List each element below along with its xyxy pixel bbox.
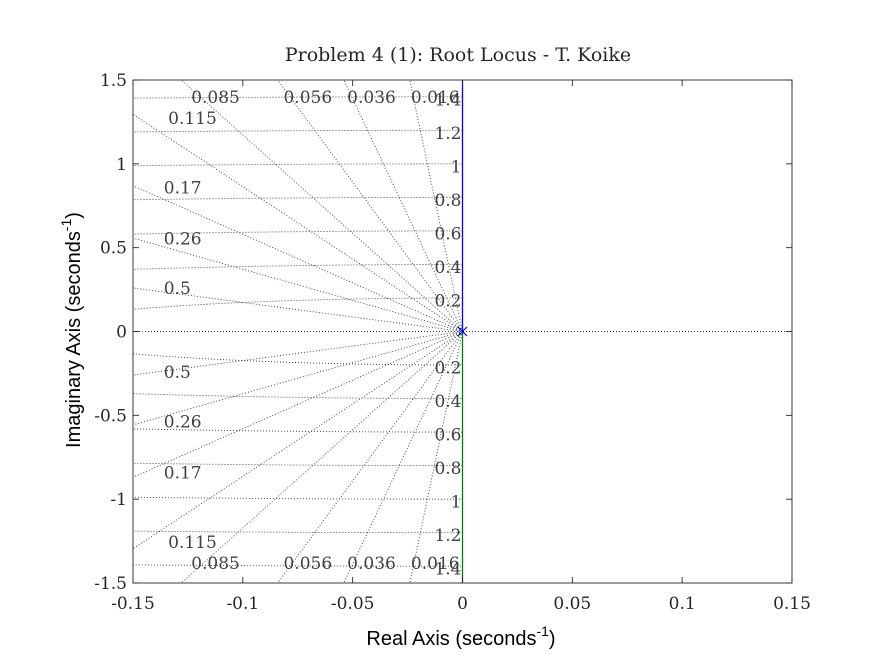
y-axis-label-close: )	[63, 212, 85, 219]
grid-label-damping-0: 0.085	[191, 88, 240, 108]
chart-title: Problem 4 (1): Root Locus - T. Koike	[285, 44, 631, 66]
y-tick-label-3: 0	[116, 323, 127, 343]
ticks: -0.15 -0.1 -0.05 0 0.05 0.1 0.15 -1.5 -1 -0.5 0 0.5…	[94, 71, 811, 614]
grid-damping-ray-0.085-lower	[180, 331, 463, 583]
grid-label-damping-13: 0.056	[283, 554, 332, 574]
grid-damping-ray-0.17-lower	[133, 331, 463, 478]
grid-label-wn-top-1: 1.2	[434, 124, 461, 144]
grid-label-damping-12: 0.085	[191, 554, 240, 574]
y-axis-label-exponent: -1	[58, 219, 74, 232]
y-axis-label-text: Imaginary Axis (seconds	[63, 231, 85, 448]
grid-damping-ray-0.17-upper	[133, 185, 463, 332]
grid-label-wn-bottom-5: 1.2	[434, 526, 461, 546]
x-tick-label-2: -0.05	[331, 594, 375, 614]
x-tick-label-1: -0.1	[226, 594, 259, 614]
grid-label-damping-9: 0.26	[164, 412, 202, 432]
grid-labels: 0.085 0.056 0.036 0.016 0.115 0.17 0.26 0.5 0.5 0…	[164, 88, 462, 580]
grid-label-damping-3: 0.016	[411, 88, 460, 108]
y-tick-label-2: -0.5	[94, 406, 127, 426]
grid-label-wn-top-4: 0.6	[434, 224, 461, 244]
x-axis-label: Real Axis (seconds-1)	[366, 623, 555, 650]
grid-label-damping-4: 0.115	[168, 109, 217, 129]
y-tick-label-1: -1	[110, 490, 127, 510]
pole-marker-1	[457, 326, 468, 337]
grid-damping-ray-0.085-upper	[180, 80, 463, 332]
grid-label-wn-bottom-4: 1	[451, 493, 462, 513]
grid-label-wn-top-0: 1.4	[434, 90, 461, 110]
grid-wn-arc-0.2	[133, 297, 463, 366]
x-tick-label-3: 0	[457, 594, 468, 614]
grid-label-wn-top-5: 0.4	[434, 258, 461, 278]
locus-branches	[457, 80, 468, 583]
grid-label-wn-top-2: 1	[451, 157, 462, 177]
grid-label-damping-7: 0.5	[164, 279, 191, 299]
pole-marker-stroke-b	[457, 326, 468, 337]
grid-label-damping-15: 0.016	[411, 554, 460, 574]
grid-label-damping-11: 0.115	[168, 533, 217, 553]
x-axis-label-text: Real Axis (seconds	[366, 628, 536, 650]
grid-label-wn-bottom-6: 1.4	[434, 560, 461, 580]
grid-label-damping-5: 0.17	[164, 178, 202, 198]
grid-label-damping-14: 0.036	[347, 554, 396, 574]
x-tick-label-0: -0.15	[111, 594, 155, 614]
grid-label-wn-bottom-3: 0.8	[434, 459, 461, 479]
grid-label-wn-bottom-1: 0.4	[434, 392, 461, 412]
y-axis-label: Imaginary Axis (seconds-1)	[58, 212, 85, 448]
grid-label-wn-top-6: 0.2	[434, 291, 461, 311]
y-tick-label-4: 0.5	[100, 239, 127, 259]
titles: Problem 4 (1): Root Locus - T. Koike Rea…	[58, 44, 631, 650]
y-tick-label-5: 1	[116, 155, 127, 175]
grid-label-wn-top-3: 0.8	[434, 191, 461, 211]
grid-label-damping-8: 0.5	[164, 363, 191, 383]
grid-label-damping-6: 0.26	[164, 230, 202, 250]
grid-lines	[133, 80, 792, 583]
x-tick-label-4: 0.05	[553, 594, 591, 614]
y-tick-label-0: -1.5	[94, 574, 127, 594]
x-tick-label-6: 0.15	[773, 594, 811, 614]
x-tick-label-5: 0.1	[669, 594, 696, 614]
y-tick-label-6: 1.5	[100, 71, 127, 91]
grid-label-damping-1: 0.056	[283, 88, 332, 108]
x-axis-label-close: )	[549, 628, 556, 650]
grid-label-wn-bottom-0: 0.2	[434, 359, 461, 379]
grid-label-damping-2: 0.036	[347, 88, 396, 108]
grid-label-wn-bottom-2: 0.6	[434, 426, 461, 446]
x-axis-label-exponent: -1	[536, 623, 549, 639]
grid-label-damping-10: 0.17	[164, 464, 202, 484]
